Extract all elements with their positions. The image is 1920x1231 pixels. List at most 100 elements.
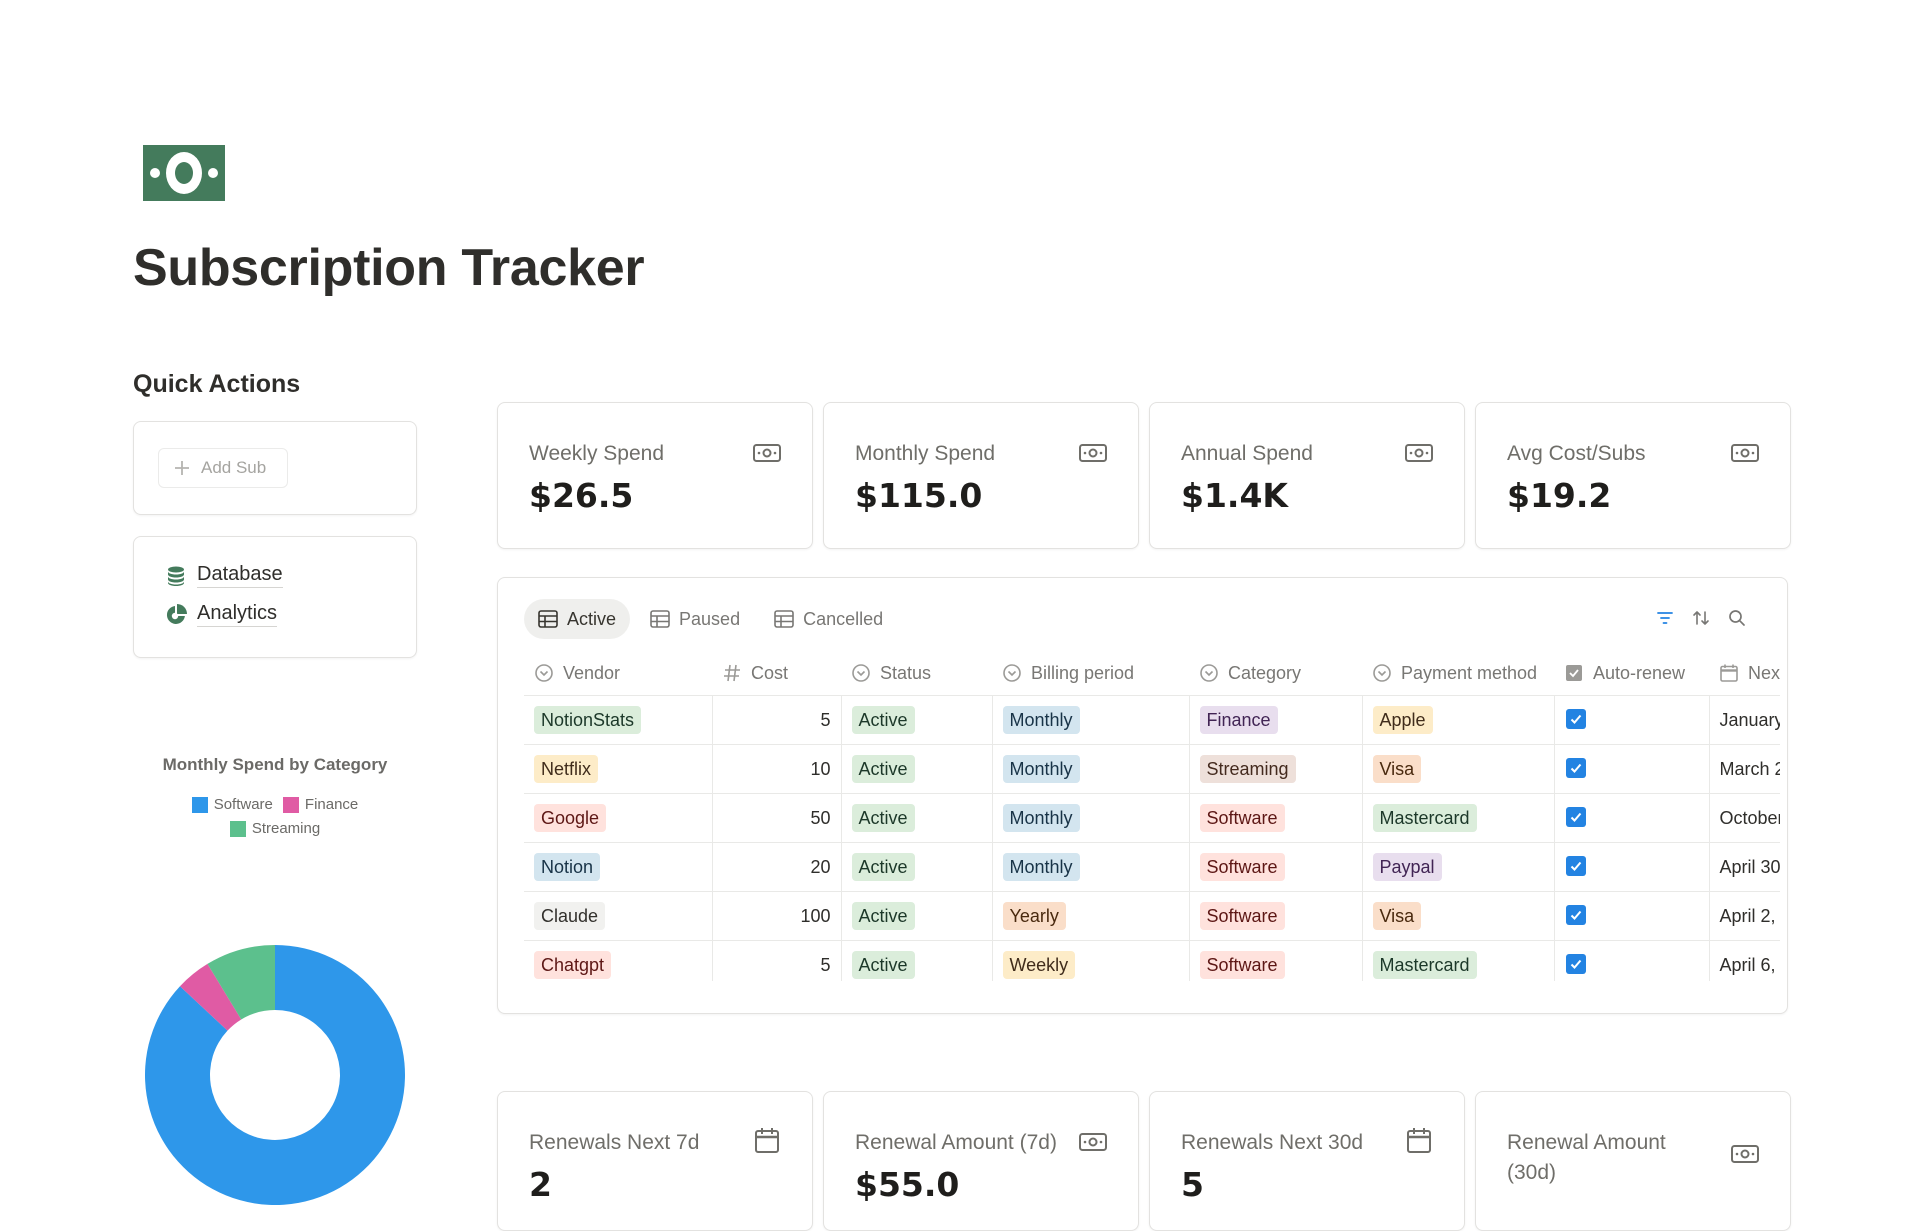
status-cell[interactable]: Active	[841, 744, 993, 794]
payment-cell[interactable]: Mastercard	[1362, 793, 1555, 843]
next-renewal-cell[interactable]: April 6, 2	[1709, 940, 1780, 981]
vendor-cell[interactable]: Claude	[524, 891, 713, 941]
category-cell[interactable]: Software	[1189, 940, 1363, 981]
vendor-tag: Chatgpt	[534, 951, 612, 979]
category-tag: Streaming	[1199, 755, 1296, 783]
filter-icon[interactable]	[1655, 608, 1675, 628]
billing-cell[interactable]: Monthly	[992, 793, 1190, 843]
legend-swatch	[191, 796, 208, 813]
database-link[interactable]: Database	[165, 563, 283, 588]
billing-cell[interactable]: Monthly	[992, 744, 1190, 794]
category-cell[interactable]: Software	[1189, 793, 1363, 843]
column-header-cost[interactable]: Cost	[712, 651, 841, 696]
auto-renew-checkbox[interactable]	[1565, 709, 1586, 729]
column-header-billing-period[interactable]: Billing period	[992, 651, 1189, 696]
select-property-icon	[535, 664, 553, 682]
table-row[interactable]: Chatgpt 5 Active Weekly Software Mastercard Ap…	[524, 940, 1780, 981]
sort-icon[interactable]	[1691, 608, 1711, 628]
table-row[interactable]: Netflix 10 Active Monthly Streaming Visa March…	[524, 744, 1780, 794]
table-row[interactable]: Notion 20 Active Monthly Software Paypal April…	[524, 842, 1780, 892]
cost-cell[interactable]: 100	[712, 891, 842, 941]
table-row[interactable]: Claude 100 Active Yearly Software Visa April 2…	[524, 891, 1780, 941]
category-cell[interactable]: Software	[1189, 891, 1363, 941]
vendor-cell[interactable]: Notion	[524, 842, 713, 892]
column-header-auto-renew[interactable]: Auto-renew	[1554, 651, 1709, 696]
billing-tag: Monthly	[1002, 755, 1080, 783]
status-cell[interactable]: Active	[841, 842, 993, 892]
cost-cell[interactable]: 50	[712, 793, 842, 843]
column-header-status[interactable]: Status	[841, 651, 992, 696]
category-cell[interactable]: Finance	[1189, 695, 1363, 745]
cost-cell[interactable]: 20	[712, 842, 842, 892]
status-cell[interactable]: Active	[841, 793, 993, 843]
next-renewal-cell[interactable]: April 2, 2	[1709, 891, 1780, 941]
column-header-vendor[interactable]: Vendor	[524, 651, 712, 696]
billing-tag: Weekly	[1002, 951, 1076, 979]
billing-cell[interactable]: Yearly	[992, 891, 1190, 941]
billing-tag: Monthly	[1002, 706, 1080, 734]
column-header-payment-method[interactable]: Payment method	[1362, 651, 1554, 696]
auto-renew-checkbox[interactable]	[1565, 856, 1586, 876]
vendor-cell[interactable]: Google	[524, 793, 713, 843]
tab-paused[interactable]: Paused	[636, 599, 754, 639]
pie-slice-finance[interactable]	[179, 963, 242, 1031]
cost-cell[interactable]: 5	[712, 695, 842, 745]
search-icon[interactable]	[1727, 608, 1747, 628]
tab-active[interactable]: Active	[524, 599, 631, 639]
payment-cell[interactable]: Paypal	[1362, 842, 1555, 892]
vendor-cell[interactable]: Netflix	[524, 744, 713, 794]
billing-cell[interactable]: Monthly	[992, 695, 1190, 745]
next-renewal-cell[interactable]: April 30,	[1709, 842, 1780, 892]
payment-cell[interactable]: Mastercard	[1362, 940, 1555, 981]
payment-tag: Visa	[1372, 902, 1422, 930]
billing-cell[interactable]: Weekly	[992, 940, 1190, 981]
auto-renew-cell[interactable]	[1554, 744, 1710, 794]
auto-renew-checkbox[interactable]	[1565, 905, 1586, 925]
pie-slice-streaming[interactable]	[207, 945, 275, 1020]
column-header-next[interactable]: Nex	[1709, 651, 1780, 696]
status-cell[interactable]: Active	[841, 940, 993, 981]
table-row[interactable]: Google 50 Active Monthly Software Mastercard O…	[524, 793, 1780, 843]
auto-renew-checkbox[interactable]	[1565, 954, 1586, 974]
vendor-tag: Claude	[534, 902, 606, 930]
auto-renew-cell[interactable]	[1554, 695, 1710, 745]
analytics-link-label: Analytics	[197, 602, 278, 627]
tab-cancelled[interactable]: Cancelled	[760, 599, 897, 639]
legend-item-finance[interactable]: Finance	[282, 796, 358, 813]
check-icon	[1570, 910, 1581, 920]
legend-item-software[interactable]: Software	[191, 796, 273, 813]
vendor-cell[interactable]: Chatgpt	[524, 940, 713, 981]
column-label: Vendor	[563, 662, 621, 683]
auto-renew-checkbox[interactable]	[1565, 758, 1586, 778]
add-sub-button[interactable]: Add Sub	[158, 448, 288, 488]
next-renewal-cell[interactable]: January	[1709, 695, 1780, 745]
payment-cell[interactable]: Visa	[1362, 744, 1555, 794]
table-row[interactable]: NotionStats 5 Active Monthly Finance Apple Jan…	[524, 695, 1780, 745]
table-scroll-area[interactable]: Vendor Cost Status Billing period Catego…	[524, 651, 1780, 981]
billing-cell[interactable]: Monthly	[992, 842, 1190, 892]
auto-renew-cell[interactable]	[1554, 891, 1710, 941]
auto-renew-cell[interactable]	[1554, 793, 1710, 843]
payment-cell[interactable]: Visa	[1362, 891, 1555, 941]
category-cell[interactable]: Software	[1189, 842, 1363, 892]
analytics-link[interactable]: Analytics	[165, 602, 278, 627]
pie-slice-software[interactable]	[145, 945, 405, 1205]
select-property-icon	[1200, 664, 1218, 682]
category-cell[interactable]: Streaming	[1189, 744, 1363, 794]
auto-renew-cell[interactable]	[1554, 842, 1710, 892]
auto-renew-checkbox[interactable]	[1565, 807, 1586, 827]
legend-item-streaming[interactable]: Streaming	[229, 820, 320, 837]
auto-renew-cell[interactable]	[1554, 940, 1710, 981]
next-renewal-cell[interactable]: March 2	[1709, 744, 1780, 794]
column-header-category[interactable]: Category	[1189, 651, 1362, 696]
column-label: Payment method	[1401, 662, 1538, 683]
status-cell[interactable]: Active	[841, 695, 993, 745]
payment-cell[interactable]: Apple	[1362, 695, 1555, 745]
status-cell[interactable]: Active	[841, 891, 993, 941]
cost-cell[interactable]: 10	[712, 744, 842, 794]
database-icon	[168, 566, 184, 586]
next-renewal-cell[interactable]: October	[1709, 793, 1780, 843]
vendor-cell[interactable]: NotionStats	[524, 695, 713, 745]
select-property-icon	[852, 664, 870, 682]
cost-cell[interactable]: 5	[712, 940, 842, 981]
